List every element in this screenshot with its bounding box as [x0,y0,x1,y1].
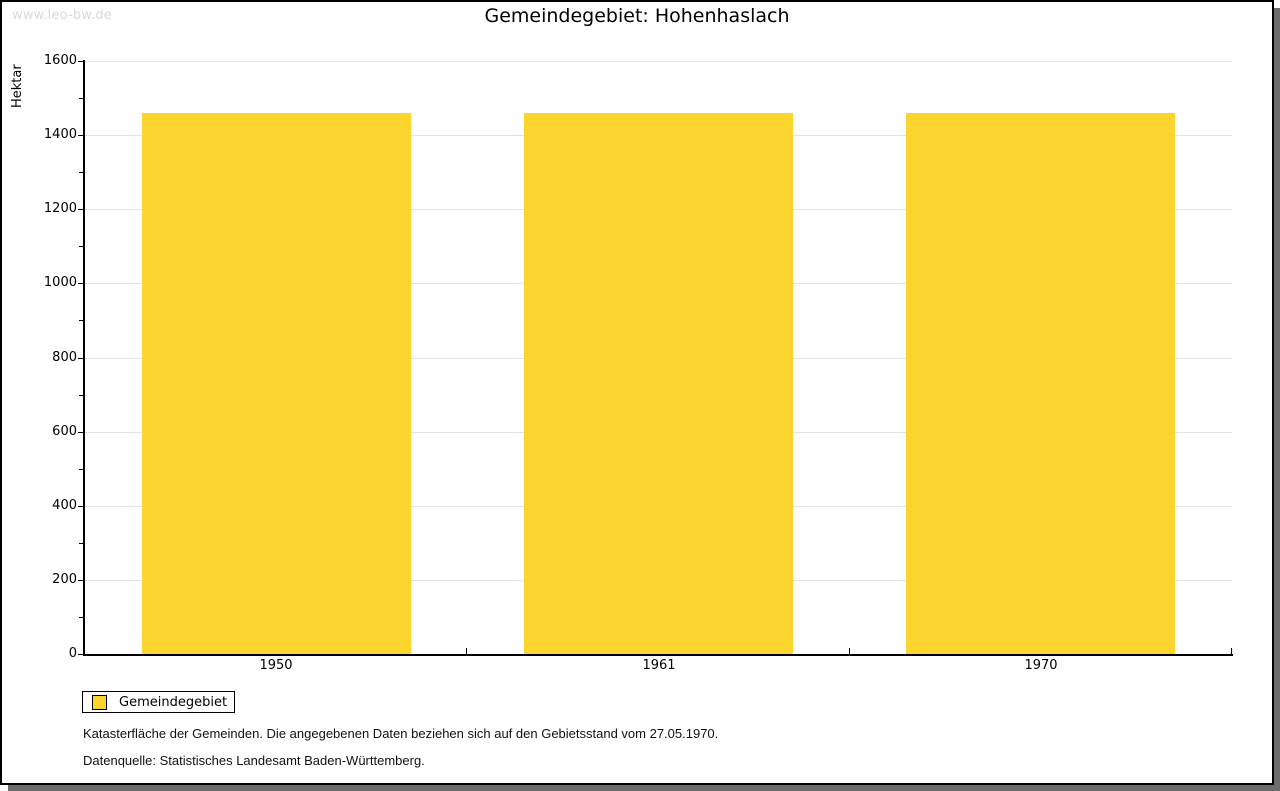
y-tick-major [78,61,83,62]
y-tick-label: 1400 [43,127,77,142]
y-tick-label: 600 [52,424,77,439]
legend-swatch-icon [92,694,107,710]
y-tick-major [78,209,83,210]
y-tick-major [78,283,83,284]
plot-area: 0 200 400 600 800 1000 1200 1400 1600 1950 1961 197… [2,2,1272,783]
y-tick-label: 1200 [43,201,77,216]
y-tick-major [78,358,83,359]
x-boundary-tick [849,648,850,654]
y-tick-major [78,506,83,507]
x-boundary-tick [466,648,467,654]
y-tick-minor [79,246,83,247]
y-tick-label: 400 [52,498,77,513]
x-boundary-tick [1231,648,1232,654]
y-tick-major [78,432,83,433]
frame-shadow-bottom [8,785,1280,791]
chart-title: Gemeindegebiet: Hohenhaslach [484,5,790,27]
y-tick-major [78,654,83,655]
frame-shadow-right [1274,8,1280,791]
footer-source: Datenquelle: Statistisches Landesamt Bad… [83,753,425,768]
footer-note: Katasterfläche der Gemeinden. Die angege… [83,726,719,741]
y-tick-minor [79,172,83,173]
watermark: www.leo-bw.de [12,8,113,23]
bar [906,113,1175,654]
y-tick-major [78,135,83,136]
y-tick-label: 800 [52,350,77,365]
y-tick-minor [79,98,83,99]
y-tick-minor [79,395,83,396]
bar [142,113,411,654]
y-tick-minor [79,543,83,544]
y-tick-minor [79,320,83,321]
y-tick-minor [79,617,83,618]
y-tick-major [78,580,83,581]
bar [524,113,793,654]
x-tick-label: 1950 [259,658,293,673]
x-tick-label: 1961 [642,658,676,673]
y-tick-label: 1000 [43,275,77,290]
y-tick-minor [79,469,83,470]
y-tick-label: 0 [68,646,77,661]
y-tick-label: 1600 [43,53,77,68]
x-tick-label: 1970 [1024,658,1058,673]
legend-label: Gemeindegebiet [119,694,228,710]
y-gridline [85,61,1232,62]
y-tick-label: 200 [52,572,77,587]
x-axis-line [83,654,1233,656]
legend: Gemeindegebiet [82,691,235,713]
y-axis-line [83,60,85,656]
